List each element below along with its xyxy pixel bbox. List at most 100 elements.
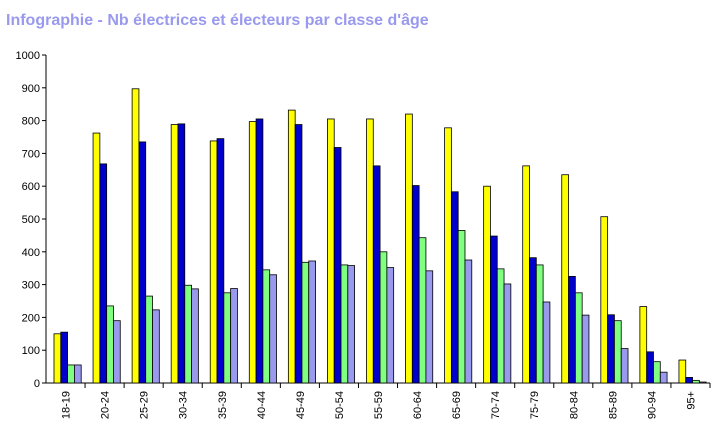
bar bbox=[600, 216, 609, 384]
bar bbox=[67, 364, 75, 384]
x-tick-label: 50-54 bbox=[334, 391, 346, 419]
bar bbox=[170, 124, 179, 384]
bar bbox=[262, 269, 271, 384]
bar bbox=[138, 141, 147, 384]
bar bbox=[287, 109, 296, 384]
x-axis: 18-19 20-24 25-29 30-34 35-39 40-44 45-49 50-54… bbox=[46, 382, 711, 419]
y-tick-label: 800 bbox=[22, 116, 40, 128]
bar bbox=[444, 127, 452, 384]
y-tick-label: 300 bbox=[22, 280, 40, 292]
x-tick-label: 35-39 bbox=[217, 391, 229, 419]
y-tick-label: 500 bbox=[22, 214, 40, 226]
bar bbox=[145, 295, 153, 384]
bar bbox=[327, 118, 335, 384]
bar bbox=[184, 284, 192, 384]
x-tick-label: 30-34 bbox=[178, 391, 190, 419]
bar bbox=[581, 314, 590, 384]
bar bbox=[99, 163, 108, 384]
bar bbox=[191, 288, 199, 384]
bar bbox=[464, 259, 473, 384]
bar bbox=[639, 306, 648, 384]
x-tick-label: 80-84 bbox=[568, 391, 580, 419]
bar bbox=[522, 165, 530, 384]
x-tick-label: 25-29 bbox=[139, 391, 151, 419]
bar bbox=[53, 333, 62, 384]
x-tick-label: 95+ bbox=[685, 391, 697, 410]
y-tick-label: 400 bbox=[22, 247, 40, 259]
bar bbox=[230, 288, 238, 384]
bar bbox=[294, 124, 303, 384]
bar bbox=[333, 147, 342, 384]
y-tick-label: 900 bbox=[22, 83, 40, 95]
bar bbox=[92, 132, 101, 384]
bar bbox=[106, 305, 114, 384]
bar bbox=[131, 88, 140, 384]
y-axis: 0 100 200 300 400 500 600 700 800 900 1000 bbox=[16, 50, 47, 390]
y-tick-label: 0 bbox=[34, 378, 40, 390]
bar bbox=[60, 331, 68, 384]
bar bbox=[425, 270, 434, 384]
bar bbox=[646, 351, 654, 384]
bar bbox=[223, 292, 232, 384]
bar bbox=[620, 348, 629, 384]
bar bbox=[535, 264, 544, 384]
bar bbox=[607, 314, 615, 384]
y-tick-label: 200 bbox=[22, 312, 40, 324]
bar bbox=[379, 251, 388, 384]
bar bbox=[678, 359, 687, 384]
bar bbox=[301, 261, 310, 384]
bar bbox=[372, 165, 381, 384]
bar bbox=[653, 361, 661, 384]
bar bbox=[483, 185, 491, 384]
bar bbox=[490, 235, 498, 384]
bar bbox=[405, 113, 413, 384]
bar bbox=[248, 121, 257, 384]
bar bbox=[450, 191, 459, 384]
bar bbox=[411, 185, 420, 384]
bar bbox=[659, 371, 668, 384]
x-tick-label: 60-64 bbox=[412, 391, 424, 419]
x-tick-label: 45-49 bbox=[295, 391, 307, 419]
bar bbox=[255, 118, 264, 384]
bar bbox=[366, 118, 374, 384]
x-tick-label: 40-44 bbox=[256, 391, 268, 419]
bar bbox=[614, 320, 622, 384]
x-tick-label: 85-89 bbox=[607, 391, 619, 419]
x-tick-label: 65-69 bbox=[451, 391, 463, 419]
bar bbox=[503, 283, 512, 384]
bar bbox=[529, 257, 537, 384]
bar bbox=[209, 140, 218, 384]
y-tick-label: 1000 bbox=[16, 50, 40, 62]
bar bbox=[496, 268, 505, 384]
y-tick-label: 600 bbox=[22, 181, 40, 193]
chart-title: Infographie - Nb électrices et électeurs… bbox=[6, 12, 429, 29]
bar bbox=[347, 265, 356, 384]
x-tick-label: 55-59 bbox=[373, 391, 385, 419]
bar bbox=[269, 274, 277, 384]
bar bbox=[74, 364, 82, 384]
bar bbox=[568, 275, 576, 384]
bar bbox=[340, 264, 349, 384]
x-tick-label: 18-19 bbox=[61, 391, 73, 419]
bar bbox=[542, 301, 551, 384]
bar bbox=[308, 260, 316, 384]
bar bbox=[152, 309, 160, 384]
bar bbox=[561, 174, 569, 384]
bar bbox=[692, 379, 700, 384]
y-tick-label: 700 bbox=[22, 148, 40, 160]
x-tick-label: 20-24 bbox=[100, 391, 112, 419]
bar bbox=[177, 123, 186, 384]
bar bbox=[216, 138, 225, 384]
x-tick-label: 75-79 bbox=[529, 391, 541, 419]
x-tick-label: 90-94 bbox=[646, 391, 658, 419]
y-tick-label: 100 bbox=[22, 345, 40, 357]
bar bbox=[457, 230, 466, 384]
bar bbox=[386, 267, 395, 384]
x-tick-label: 70-74 bbox=[490, 391, 502, 419]
bar bbox=[574, 292, 583, 384]
bar bbox=[685, 377, 693, 384]
bar bbox=[113, 320, 121, 384]
bar bbox=[418, 237, 427, 384]
bars bbox=[53, 88, 707, 384]
